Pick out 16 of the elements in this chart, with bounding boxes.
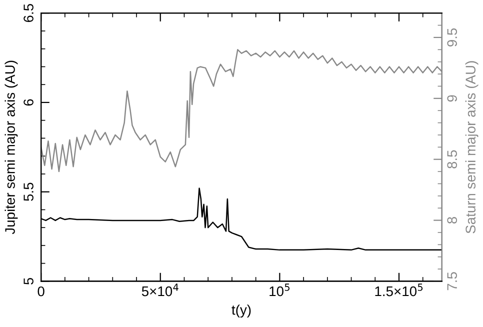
y2-axis-title: Saturn semi major axis (AU): [465, 61, 478, 234]
y2-tick-label: 7.5: [447, 272, 458, 290]
y-tick-label: 5.5: [24, 182, 34, 201]
x-axis-title: t(y): [232, 304, 251, 318]
x-tick-label: 10$^{5}$: [270, 284, 290, 296]
y-tick-label: 5: [24, 278, 34, 285]
y2-tick-label: 9.5: [447, 28, 458, 46]
x-tick-label: 0: [38, 286, 44, 296]
x-tick-label: 5×10$^{4}$: [142, 284, 178, 296]
y2-tick-label: 8: [447, 217, 458, 224]
y-tick-label: 6: [24, 99, 34, 106]
y2-tick-label: 8.5: [447, 150, 458, 168]
y-axis-title: Jupiter semi major axis (AU): [4, 60, 18, 234]
y2-tick-label: 9: [447, 95, 458, 102]
x-tick-label: 1.5×10$^{5}$: [375, 284, 423, 296]
y-tick-label: 6.5: [24, 4, 34, 22]
